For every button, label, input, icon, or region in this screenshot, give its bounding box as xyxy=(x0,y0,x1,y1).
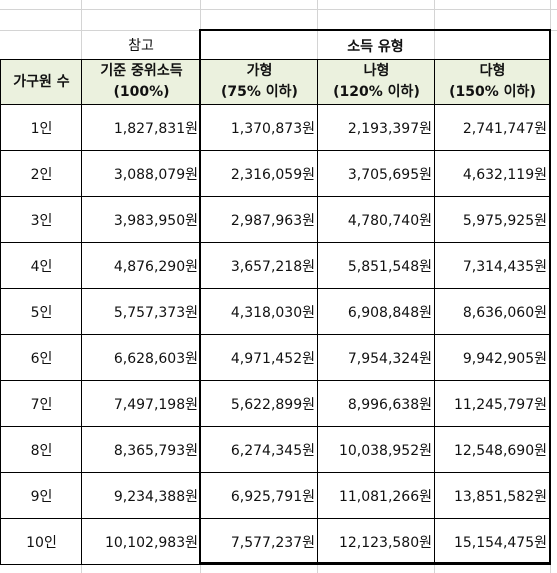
household-size-cell[interactable]: 3인 xyxy=(0,196,82,242)
type-da-cell[interactable]: 2,741,747원 xyxy=(434,104,551,150)
household-size-cell[interactable]: 1인 xyxy=(0,104,82,150)
type-ga-cell[interactable]: 6,925,791원 xyxy=(200,472,318,518)
type-na-cell[interactable]: 10,038,952원 xyxy=(317,426,435,472)
type-na-cell[interactable]: 12,123,580원 xyxy=(317,518,435,565)
type-na-header-line1: 나형 xyxy=(363,63,390,79)
type-da-cell[interactable]: 8,636,060원 xyxy=(434,288,551,334)
median-income-cell[interactable]: 7,497,198원 xyxy=(81,380,201,426)
type-na-cell[interactable]: 11,081,266원 xyxy=(317,472,435,518)
income-type-label[interactable]: 소득 유형 xyxy=(200,30,551,60)
type-ga-header[interactable]: 가형 (75% 이하) xyxy=(200,59,318,104)
type-ga-cell[interactable]: 6,274,345원 xyxy=(200,426,318,472)
median-income-cell[interactable]: 3,983,950원 xyxy=(81,196,201,242)
type-ga-cell[interactable]: 2,987,963원 xyxy=(200,196,318,242)
household-size-cell[interactable]: 4인 xyxy=(0,242,82,288)
median-income-cell[interactable]: 1,827,831원 xyxy=(81,104,201,150)
median-income-header-line1: 기준 중위소득 xyxy=(100,63,183,79)
type-ga-cell[interactable]: 2,316,059원 xyxy=(200,150,318,196)
type-da-header-line1: 다형 xyxy=(479,63,506,79)
group-border xyxy=(199,562,551,564)
household-size-cell[interactable]: 7인 xyxy=(0,380,82,426)
type-da-cell[interactable]: 12,548,690원 xyxy=(434,426,551,472)
median-income-cell[interactable]: 5,757,373원 xyxy=(81,288,201,334)
household-size-cell[interactable]: 9인 xyxy=(0,472,82,518)
type-na-cell[interactable]: 8,996,638원 xyxy=(317,380,435,426)
type-da-cell[interactable]: 7,314,435원 xyxy=(434,242,551,288)
median-income-cell[interactable]: 3,088,079원 xyxy=(81,150,201,196)
type-na-header-line2: (120% 이하) xyxy=(333,84,420,100)
household-size-header-text: 가구원 수 xyxy=(13,73,70,90)
household-size-cell[interactable]: 5인 xyxy=(0,288,82,334)
type-da-header-line2: (150% 이하) xyxy=(449,84,536,100)
type-da-cell[interactable]: 13,851,582원 xyxy=(434,472,551,518)
median-income-header[interactable]: 기준 중위소득 (100%) xyxy=(81,59,201,104)
grid-line xyxy=(0,9,557,10)
household-size-cell[interactable]: 10인 xyxy=(0,518,82,565)
type-da-cell[interactable]: 4,632,119원 xyxy=(434,150,551,196)
type-na-header[interactable]: 나형 (120% 이하) xyxy=(317,59,435,104)
type-ga-header-line2: (75% 이하) xyxy=(221,84,298,100)
type-ga-cell[interactable]: 5,622,899원 xyxy=(200,380,318,426)
household-size-cell[interactable]: 2인 xyxy=(0,150,82,196)
type-da-header[interactable]: 다형 (150% 이하) xyxy=(434,59,551,104)
median-income-cell[interactable]: 9,234,388원 xyxy=(81,472,201,518)
type-na-cell[interactable]: 3,705,695원 xyxy=(317,150,435,196)
type-na-cell[interactable]: 4,780,740원 xyxy=(317,196,435,242)
median-income-header-line2: (100%) xyxy=(113,84,170,100)
type-na-cell[interactable]: 5,851,548원 xyxy=(317,242,435,288)
group-border xyxy=(549,29,551,564)
household-size-cell[interactable]: 6인 xyxy=(0,334,82,380)
type-ga-cell[interactable]: 4,318,030원 xyxy=(200,288,318,334)
household-size-cell[interactable]: 8인 xyxy=(0,426,82,472)
household-size-header[interactable]: 가구원 수 xyxy=(0,59,82,104)
group-border xyxy=(199,29,201,564)
median-income-cell[interactable]: 6,628,603원 xyxy=(81,334,201,380)
type-ga-header-line1: 가형 xyxy=(246,63,273,79)
median-income-cell[interactable]: 4,876,290원 xyxy=(81,242,201,288)
type-ga-cell[interactable]: 3,657,218원 xyxy=(200,242,318,288)
type-da-cell[interactable]: 11,245,797원 xyxy=(434,380,551,426)
type-ga-cell[interactable]: 7,577,237원 xyxy=(200,518,318,565)
median-income-cell[interactable]: 8,365,793원 xyxy=(81,426,201,472)
type-na-cell[interactable]: 7,954,324원 xyxy=(317,334,435,380)
group-border xyxy=(199,29,551,31)
reference-label[interactable]: 참고 xyxy=(128,38,154,54)
type-da-cell[interactable]: 5,975,925원 xyxy=(434,196,551,242)
type-da-cell[interactable]: 9,942,905원 xyxy=(434,334,551,380)
type-da-cell[interactable]: 15,154,475원 xyxy=(434,518,551,565)
type-ga-cell[interactable]: 1,370,873원 xyxy=(200,104,318,150)
type-na-cell[interactable]: 6,908,848원 xyxy=(317,288,435,334)
median-income-cell[interactable]: 10,102,983원 xyxy=(81,518,201,565)
type-na-cell[interactable]: 2,193,397원 xyxy=(317,104,435,150)
type-ga-cell[interactable]: 4,971,452원 xyxy=(200,334,318,380)
